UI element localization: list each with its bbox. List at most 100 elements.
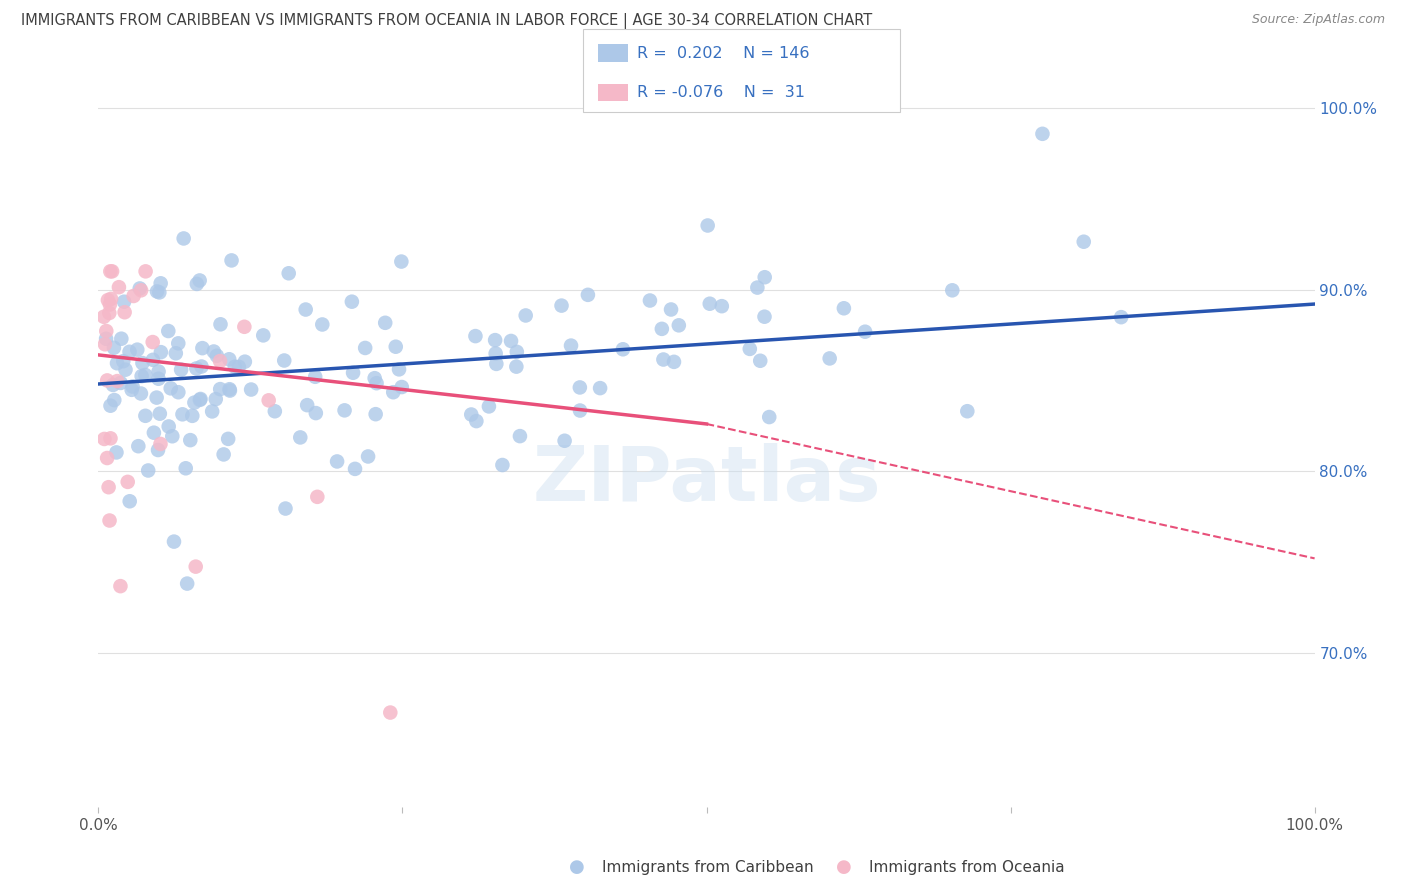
Point [173, 231, 195, 245]
Point [699, 296, 721, 310]
Point [217, 432, 239, 446]
Point [304, 369, 326, 384]
Point [118, 344, 141, 359]
Point [219, 384, 242, 398]
Point [384, 340, 406, 354]
Point [110, 579, 132, 593]
Point [364, 407, 387, 421]
Point [157, 419, 180, 434]
Point [97, 480, 120, 494]
Point [380, 706, 402, 720]
Point [295, 398, 318, 412]
Point [612, 343, 634, 357]
Point [122, 289, 145, 303]
Point [228, 359, 250, 374]
Point [576, 288, 599, 302]
Point [659, 302, 682, 317]
Point [98, 264, 121, 278]
Point [190, 359, 212, 374]
Point [638, 293, 661, 308]
Point [1073, 235, 1095, 249]
Text: Immigrants from Caribbean: Immigrants from Caribbean [602, 860, 814, 874]
Point [172, 407, 194, 421]
Point [651, 322, 673, 336]
Point [98, 306, 121, 320]
Point [363, 371, 385, 385]
Point [1031, 127, 1053, 141]
Point [131, 369, 153, 384]
Point [478, 400, 501, 414]
Point [491, 458, 513, 472]
Point [747, 280, 769, 294]
Point [569, 403, 592, 417]
Point [333, 403, 356, 417]
Point [696, 219, 718, 233]
Point [186, 361, 208, 376]
Point [252, 328, 274, 343]
Point [233, 319, 256, 334]
Point [134, 368, 156, 382]
Point [159, 381, 181, 395]
Point [149, 277, 172, 291]
Point [183, 395, 205, 409]
Point [146, 285, 169, 299]
Point [311, 318, 333, 332]
Point [149, 437, 172, 451]
Point [186, 277, 208, 291]
Point [129, 283, 152, 297]
Text: R =  0.202    N = 146: R = 0.202 N = 146 [637, 45, 810, 61]
Point [146, 442, 169, 457]
Point [589, 381, 612, 395]
Point [290, 430, 312, 444]
Point [112, 294, 135, 309]
Point [179, 433, 201, 447]
Point [188, 273, 211, 287]
Point [240, 383, 263, 397]
Point [117, 475, 139, 489]
Text: Immigrants from Oceania: Immigrants from Oceania [869, 860, 1064, 874]
Point [101, 264, 124, 278]
Point [505, 359, 527, 374]
Point [218, 352, 240, 367]
Point [749, 353, 772, 368]
Point [129, 386, 152, 401]
Point [342, 366, 364, 380]
Point [1109, 310, 1132, 325]
Point [110, 332, 132, 346]
Point [832, 301, 855, 316]
Point [205, 349, 228, 363]
Point [101, 378, 124, 392]
Point [941, 283, 963, 297]
Point [257, 393, 280, 408]
Point [110, 376, 132, 390]
Point [506, 344, 529, 359]
Point [209, 354, 232, 368]
Point [167, 385, 190, 400]
Point [188, 392, 211, 407]
Point [176, 576, 198, 591]
Point [464, 329, 486, 343]
Point [142, 334, 165, 349]
Point [818, 351, 841, 366]
Point [149, 345, 172, 359]
Point [391, 380, 413, 394]
Point [163, 534, 186, 549]
Point [98, 297, 121, 311]
Point [121, 383, 143, 397]
Point [165, 346, 187, 360]
Point [273, 353, 295, 368]
Text: ●: ● [835, 858, 852, 876]
Point [550, 299, 572, 313]
Point [738, 342, 761, 356]
Point [366, 376, 388, 391]
Point [354, 341, 377, 355]
Point [100, 431, 122, 445]
Point [204, 392, 226, 406]
Point [758, 410, 780, 425]
Point [148, 372, 170, 386]
Point [118, 494, 141, 508]
Point [181, 409, 204, 423]
Point [201, 404, 224, 418]
Point [105, 356, 128, 370]
Point [460, 408, 482, 422]
